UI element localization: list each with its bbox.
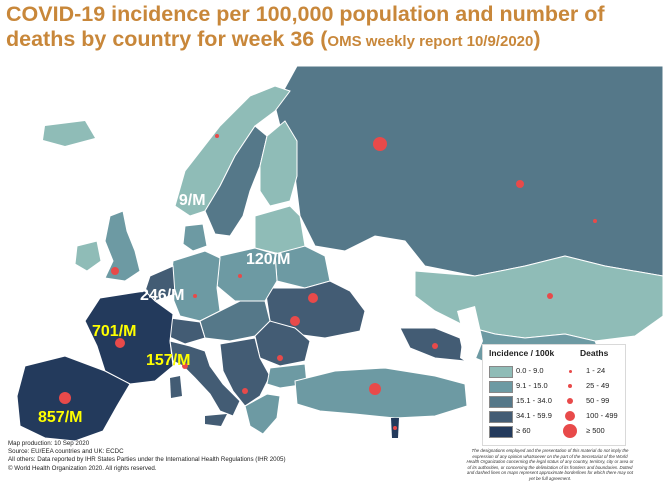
map-legend: Incidence / 100k Deaths 0.0 - 9.0 1 - 24… — [482, 344, 626, 446]
death-circle-france — [115, 338, 125, 348]
legend-deaths-label: 100 - 499 — [586, 411, 618, 420]
romania-region — [254, 320, 311, 367]
label-spain: 857/M — [38, 409, 83, 426]
legend-deaths-label: 50 - 99 — [586, 396, 610, 405]
legend-row: 15.1 - 34.0 50 - 99 — [489, 395, 619, 408]
legend-dot — [568, 384, 572, 388]
label-germany: 246/M — [140, 287, 185, 304]
legend-swatch — [489, 396, 513, 408]
label-scandinavia: 79/M — [170, 192, 206, 209]
death-circle-turkey — [369, 383, 381, 395]
death-circle-israel — [393, 426, 397, 430]
legend-swatch — [489, 411, 513, 423]
title-close: ) — [533, 27, 541, 51]
legend-deaths-label: ≥ 500 — [586, 426, 605, 435]
legend-row: ≥ 60 ≥ 500 — [489, 424, 619, 438]
legend-dot — [563, 424, 577, 438]
legend-range-label: 15.1 - 34.0 — [516, 396, 552, 405]
balkans-region — [219, 337, 271, 407]
legend-range-label: ≥ 60 — [516, 426, 531, 435]
germany-region — [169, 250, 221, 322]
label-eastern-europe: 120/M — [246, 251, 291, 268]
legend-swatch — [489, 426, 513, 438]
death-circle-ukraine — [308, 293, 318, 303]
caspian-sea — [457, 306, 483, 366]
death-circle-uk — [111, 267, 119, 275]
iberia-region — [16, 355, 131, 442]
legend-swatch — [489, 381, 513, 393]
death-circle-poland — [238, 274, 242, 278]
black-sea — [325, 331, 400, 368]
death-circle-balkans — [242, 388, 248, 394]
death-circle-romania — [290, 316, 300, 326]
legend-dot — [567, 398, 573, 404]
note-copyright: © World Health Organization 2020. All ri… — [8, 464, 157, 472]
legend-range-label: 34.1 - 59.9 — [516, 411, 552, 420]
note-others: All others: Data reported by IHR States … — [8, 456, 286, 464]
legend-row: 9.1 - 15.0 25 - 49 — [489, 380, 619, 393]
france-region — [84, 290, 174, 385]
note-production: Map production: 10 Sep 2020 — [8, 440, 90, 447]
finland-region — [259, 120, 298, 207]
turkey-region — [294, 367, 468, 419]
legend-row: 34.1 - 59.9 100 - 499 — [489, 410, 619, 423]
poland-region — [216, 247, 278, 302]
map-notes: Map production: 10 Sep 2020 Source: EU/E… — [8, 440, 348, 473]
denmark-region — [182, 223, 208, 252]
death-circle-caucasus — [432, 343, 438, 349]
iceland-region — [43, 121, 95, 146]
legend-incidence-header: Incidence / 100k — [489, 348, 555, 358]
death-circle-kazakhstan — [547, 293, 553, 299]
death-circle-bulgaria — [277, 355, 283, 361]
ireland-region — [74, 240, 102, 272]
legend-row: 0.0 - 9.0 1 - 24 — [489, 365, 619, 378]
russia-region — [274, 66, 663, 277]
benelux-region — [144, 265, 176, 302]
legend-dot — [565, 411, 575, 421]
death-circle-italy — [182, 363, 188, 369]
death-circle-siberia — [593, 219, 597, 223]
uk-region — [104, 210, 141, 282]
label-italy: 157/M — [146, 352, 191, 369]
title-source: OMS weekly report 10/9/2020 — [327, 33, 534, 50]
title-main: COVID-19 incidence per 100,000 populatio… — [6, 2, 605, 51]
death-circle-germany — [193, 294, 197, 298]
death-circle-russia-east — [516, 180, 524, 188]
legend-deaths-header: Deaths — [580, 348, 609, 358]
legend-swatch — [489, 366, 513, 378]
sardinia-region — [170, 376, 182, 398]
death-circle-norway — [215, 134, 219, 138]
legend-dot — [569, 370, 572, 373]
label-france: 701/M — [92, 323, 137, 340]
note-source: Source: EU/EEA countries and UK: ECDC — [8, 448, 124, 456]
death-circle-spain — [59, 392, 71, 404]
legend-range-label: 9.1 - 15.0 — [516, 381, 548, 390]
death-circle-russia — [373, 137, 387, 151]
sicily-region — [205, 414, 227, 426]
greece-region — [244, 393, 281, 435]
legend-deaths-label: 25 - 49 — [586, 381, 610, 390]
legend-range-label: 0.0 - 9.0 — [516, 366, 544, 375]
map-title: COVID-19 incidence per 100,000 populatio… — [6, 2, 666, 54]
map-disclaimer: The designations employed and the presen… — [466, 448, 634, 481]
legend-deaths-label: 1 - 24 — [586, 366, 606, 375]
